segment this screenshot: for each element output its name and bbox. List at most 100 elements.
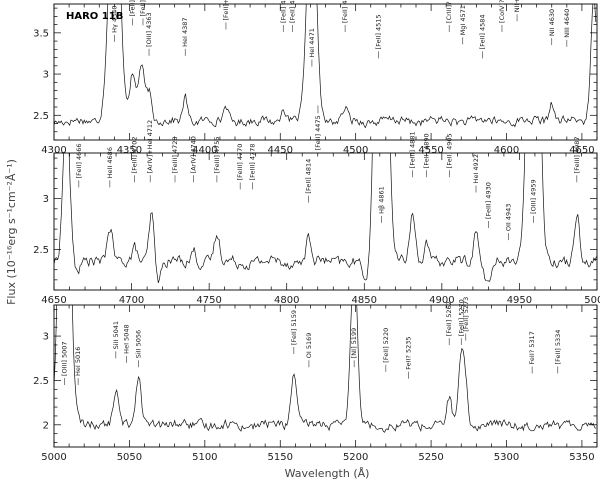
line-id-label: [FeII] 4666 <box>75 143 83 178</box>
line-id-label: [FeIII] 5270 <box>457 299 465 336</box>
line-id-marker: [FeII] 4666 <box>75 143 83 188</box>
line-id-label: [FeIII] 4702 <box>131 136 139 173</box>
x-axis-title: Wavelength (Å) <box>285 467 370 480</box>
x-tick-label: 4850 <box>352 295 377 306</box>
line-id-label: [FeIII] 4778 <box>249 144 257 181</box>
line-id-label: [FeIII] 4728 <box>171 136 179 173</box>
line-id-marker: [FeII] 4814 <box>304 159 312 203</box>
line-id-marker: HeI 4387 <box>181 17 189 56</box>
line-id-marker: [FeII] 5159 <box>290 310 298 354</box>
x-tick-label: 5000 <box>584 295 600 306</box>
line-id-label: SiII 5056 <box>134 330 142 358</box>
line-id-marker: [FeII] 4905 <box>446 133 454 178</box>
y-tick-label: 2 <box>43 420 49 431</box>
x-tick-label: 5100 <box>192 452 217 463</box>
line-id-marker: [OIII] 4959 <box>529 179 537 223</box>
x-tick-label: 4300 <box>41 145 66 156</box>
spectrum-panel-2: 4650 4700 4750 4800 4850 4900 4950 5000 2.5 3 [FeI… <box>33 120 600 306</box>
x-tick-label: 4650 <box>569 145 594 156</box>
line-id-label: [FeII] 4905 <box>446 133 454 168</box>
line-id-marker: NIII 4640 <box>563 9 571 47</box>
y-tick-label: 2.5 <box>33 376 49 387</box>
line-id-label: [FeII] 4359 <box>139 0 147 16</box>
line-id-marker: [OIII] 5007 <box>61 341 69 385</box>
line-id-marker: [ArIV] 4740 <box>190 136 198 183</box>
line-id-label: [FeIII] 4770 <box>236 144 244 181</box>
line-id-marker: [FeIII] 4755 <box>213 136 221 183</box>
line-id-marker: [FeII] 4475 <box>314 105 322 150</box>
x-tick-label: 5050 <box>117 452 142 463</box>
line-id-marker: [FeII] 5334 <box>554 330 562 374</box>
line-id-marker: [FeIII] 4728 <box>171 136 179 183</box>
line-id-label: [CoIV]? 4597 <box>498 0 506 23</box>
line-id-label: FeII? 5235 <box>404 337 412 370</box>
line-id-label: [FeII] 4890 <box>422 133 430 168</box>
x-tick-label: 4450 <box>268 145 293 156</box>
line-id-label: Hβ 4861 <box>377 186 385 214</box>
x-tick-label: 4950 <box>507 295 532 306</box>
y-tick-label: 3 <box>43 70 49 81</box>
line-id-marker: [FeII] 4515 <box>374 14 382 59</box>
panel-frame <box>53 152 598 291</box>
line-id-label: [FeII] 5334 <box>554 330 562 365</box>
line-id-label: HeI 4922 <box>472 154 480 183</box>
y-tick-label: 3 <box>43 332 49 343</box>
line-id-label: [FeIII] 4755 <box>213 136 221 173</box>
line-id-label: NII+[FeII] 4607 <box>513 0 521 12</box>
line-id-label: HeI 5016 <box>74 347 82 376</box>
x-tick-label: 4500 <box>343 145 368 156</box>
line-id-label: [FeII] 4475 <box>314 115 322 150</box>
x-tick-label: 4600 <box>494 145 519 156</box>
line-id-label: [FeII] 5159 <box>290 310 298 345</box>
y-tick-label: 2.5 <box>33 245 49 256</box>
line-id-marker: [NI] 5199 <box>350 328 358 368</box>
line-id-label: [FeIII] 4881 <box>408 131 416 168</box>
line-id-marker: [ArIV]+HeI 4712 <box>146 120 154 183</box>
line-id-label: OII 4943 <box>505 204 513 232</box>
line-id-marker: FeII? 5317 <box>528 331 536 374</box>
x-tick-label: 5000 <box>41 452 66 463</box>
line-id-label: [FeII]+OII 4414 <box>222 0 230 20</box>
line-id-marker: [FeIII] 4930 <box>484 182 492 228</box>
line-id-marker: [FeII] 4353 <box>128 0 136 26</box>
line-id-marker: [FeII] 4359 <box>139 0 147 26</box>
line-id-label: HeI 5048 <box>122 324 130 353</box>
line-id-label: [FeII] 4493 <box>341 0 349 23</box>
line-id-label: [ArIV]+HeI 4712 <box>146 120 154 173</box>
spectrum-panel-1: 4300 4350 4400 4450 4500 4550 4600 4650 2.5 3 3.5 H… <box>33 0 598 156</box>
line-id-label: [OIII] 5007 <box>61 341 69 376</box>
line-id-marker: OII 4943 <box>505 204 513 241</box>
x-tick-label: 5350 <box>569 452 594 463</box>
line-id-label: [FeII] 5262 <box>445 301 453 336</box>
y-tick-label: 3 <box>43 194 49 205</box>
line-id-marker: [FeIII] 4987 <box>573 136 581 183</box>
spectrum-panel-3: 5000 5050 5100 5150 5200 5250 5300 5350 2 2.5 3 [OI… <box>33 297 598 463</box>
line-id-label: MgI 4571 <box>459 5 467 35</box>
line-id-marker: [FeII] 5262 <box>445 301 453 346</box>
x-tick-label: 4400 <box>192 145 217 156</box>
y-tick-label: 3.5 <box>33 28 49 39</box>
x-tick-label: 4900 <box>429 295 454 306</box>
line-id-label: HeII 4686 <box>106 147 114 178</box>
x-tick-label: 5250 <box>418 452 443 463</box>
line-id-label: [ArIV] 4740 <box>190 136 198 173</box>
y-axis-title: Flux (10⁻¹⁶erg s⁻¹cm⁻²Å⁻¹) <box>5 159 18 305</box>
line-id-marker: NII+[FeII] 4607 <box>513 0 521 22</box>
line-id-marker: HeI 4471 <box>308 28 316 67</box>
x-tick-label: 4650 <box>41 295 66 306</box>
line-id-marker: SiII 5041 <box>112 321 120 359</box>
line-id-marker: OI 5169 <box>305 333 313 368</box>
spectrum-line <box>54 4 597 129</box>
line-id-marker: [FeIII] 4881 <box>408 131 416 178</box>
line-id-label: HeI 4387 <box>181 17 189 46</box>
x-tick-label: 4550 <box>418 145 443 156</box>
line-id-label: [FeII] 4814 <box>304 159 312 194</box>
line-id-marker: SiII 5056 <box>134 330 142 368</box>
x-tick-label: 4700 <box>119 295 144 306</box>
line-id-marker: [FeII] 4452 <box>279 0 287 32</box>
line-id-label: [FeIII] 4930 <box>484 182 492 219</box>
line-id-label: [OIII] 4363 <box>145 12 153 47</box>
line-id-marker: HeI 5048 <box>122 324 130 363</box>
line-id-marker: NII 4630 <box>548 9 556 46</box>
line-id-marker: [FeIII] 4702 <box>131 136 139 183</box>
